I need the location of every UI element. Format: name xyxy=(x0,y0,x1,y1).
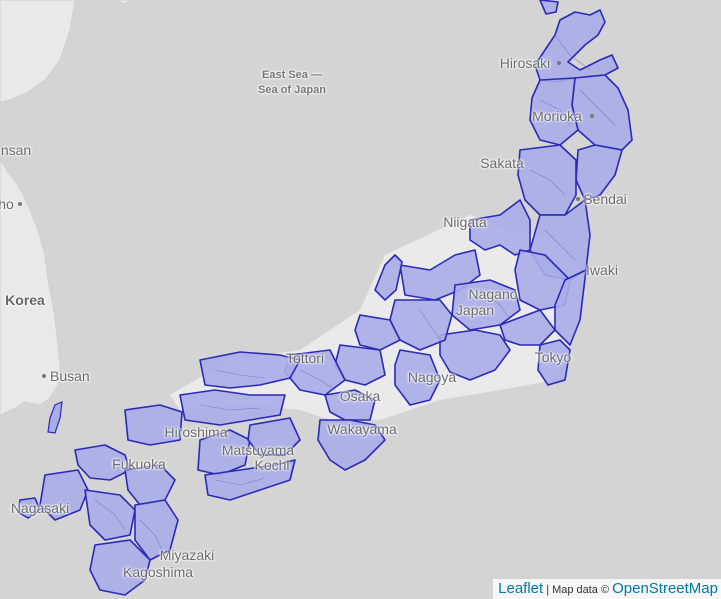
region-miyagi xyxy=(575,144,623,201)
region-kagoshima xyxy=(89,539,151,596)
region-wakayama xyxy=(317,419,386,471)
china-landmass xyxy=(0,0,76,103)
city-label-morioka: Morioka xyxy=(532,108,582,124)
city-label-matsuyama: Matsuyama xyxy=(221,442,295,458)
openstreetmap-link[interactable]: OpenStreetMap xyxy=(612,580,718,597)
region-fukuoka xyxy=(74,444,131,481)
city-label-osaka: Osaka xyxy=(339,388,381,404)
region-ibaraki xyxy=(554,269,587,346)
city-label-kagoshima: Kagoshima xyxy=(122,564,194,580)
city-dot-hirosaki xyxy=(557,61,561,65)
city-label-iwaki: Iwaki xyxy=(586,262,618,278)
region-saga-nagasaki xyxy=(39,469,89,521)
region-chiba xyxy=(537,339,571,386)
region-tottori-shimane xyxy=(199,351,301,389)
city-label-tottori: Tottori xyxy=(285,350,325,366)
city-label-jeonju: ho xyxy=(0,196,14,212)
korea-landmass xyxy=(0,159,61,416)
prefecture-regions[interactable] xyxy=(17,0,633,596)
city-label-hiroshima: Hiroshima xyxy=(164,424,228,440)
map-data-label: Map data © xyxy=(552,584,610,596)
region-osaka-nara xyxy=(324,389,376,421)
city-label-kofu: Japan xyxy=(455,302,495,318)
region-kochi xyxy=(204,459,296,501)
region-okayama-hiroshima xyxy=(179,389,286,426)
city-dot-jeonju xyxy=(18,202,22,206)
city-label-nagano: Nagano xyxy=(468,286,518,302)
city-label-gunsan: nsan xyxy=(0,142,32,158)
city-label-miyazaki: Miyazaki xyxy=(159,547,215,563)
region-noto xyxy=(374,254,403,301)
city-label-niigata: Niigata xyxy=(443,214,487,230)
leaflet-link[interactable]: Leaflet xyxy=(498,580,544,597)
country-label-korea: Korea xyxy=(5,292,45,308)
region-yamaguchi xyxy=(124,404,183,446)
attribution-separator: | xyxy=(546,584,550,596)
sea-label-line-2: Sea of Japan xyxy=(258,84,326,96)
city-label-busan: Busan xyxy=(50,368,90,384)
city-label-hirosaki: Hirosaki xyxy=(499,55,551,71)
city-label-sakata: Sakata xyxy=(480,155,524,171)
city-dot-busan xyxy=(42,374,46,378)
region-nagano xyxy=(451,279,521,331)
region-gunma-tochigi xyxy=(514,249,571,311)
map-attribution: Leaflet | Map data © OpenStreetMap xyxy=(493,579,721,599)
city-label-nagoya: Nagoya xyxy=(407,369,457,385)
city-dot-morioka xyxy=(590,114,594,118)
region-nagasaki-islands xyxy=(17,497,41,519)
city-label-sendai: Sendai xyxy=(583,191,627,207)
region-kumamoto xyxy=(84,489,136,541)
russia-landmass xyxy=(114,0,131,5)
region-kagawa-tokushima xyxy=(247,417,301,456)
sea-of-japan-label: East Sea — Sea of Japan xyxy=(258,68,326,98)
region-yamagata xyxy=(517,144,577,216)
city-label-fukuoka: Fukuoka xyxy=(112,456,166,472)
sea-label-line-1: East Sea — xyxy=(262,69,322,81)
city-label-kochi: Kochi xyxy=(254,457,290,473)
city-label-wakayama: Wakayama xyxy=(327,421,397,437)
region-miyazaki xyxy=(134,499,179,561)
region-aichi-mie xyxy=(394,349,441,406)
region-shizuoka xyxy=(439,329,511,381)
city-dot-sendai xyxy=(576,197,580,201)
city-label-nagasaki: Nagasaki xyxy=(10,500,70,516)
region-aomori xyxy=(539,0,559,15)
tsushima-island xyxy=(47,401,63,434)
region-ehime xyxy=(197,429,251,476)
municipality-lines xyxy=(94,34,616,551)
city-label-tokyo: Tokyo xyxy=(534,349,572,365)
region-aomori-main xyxy=(534,9,619,83)
